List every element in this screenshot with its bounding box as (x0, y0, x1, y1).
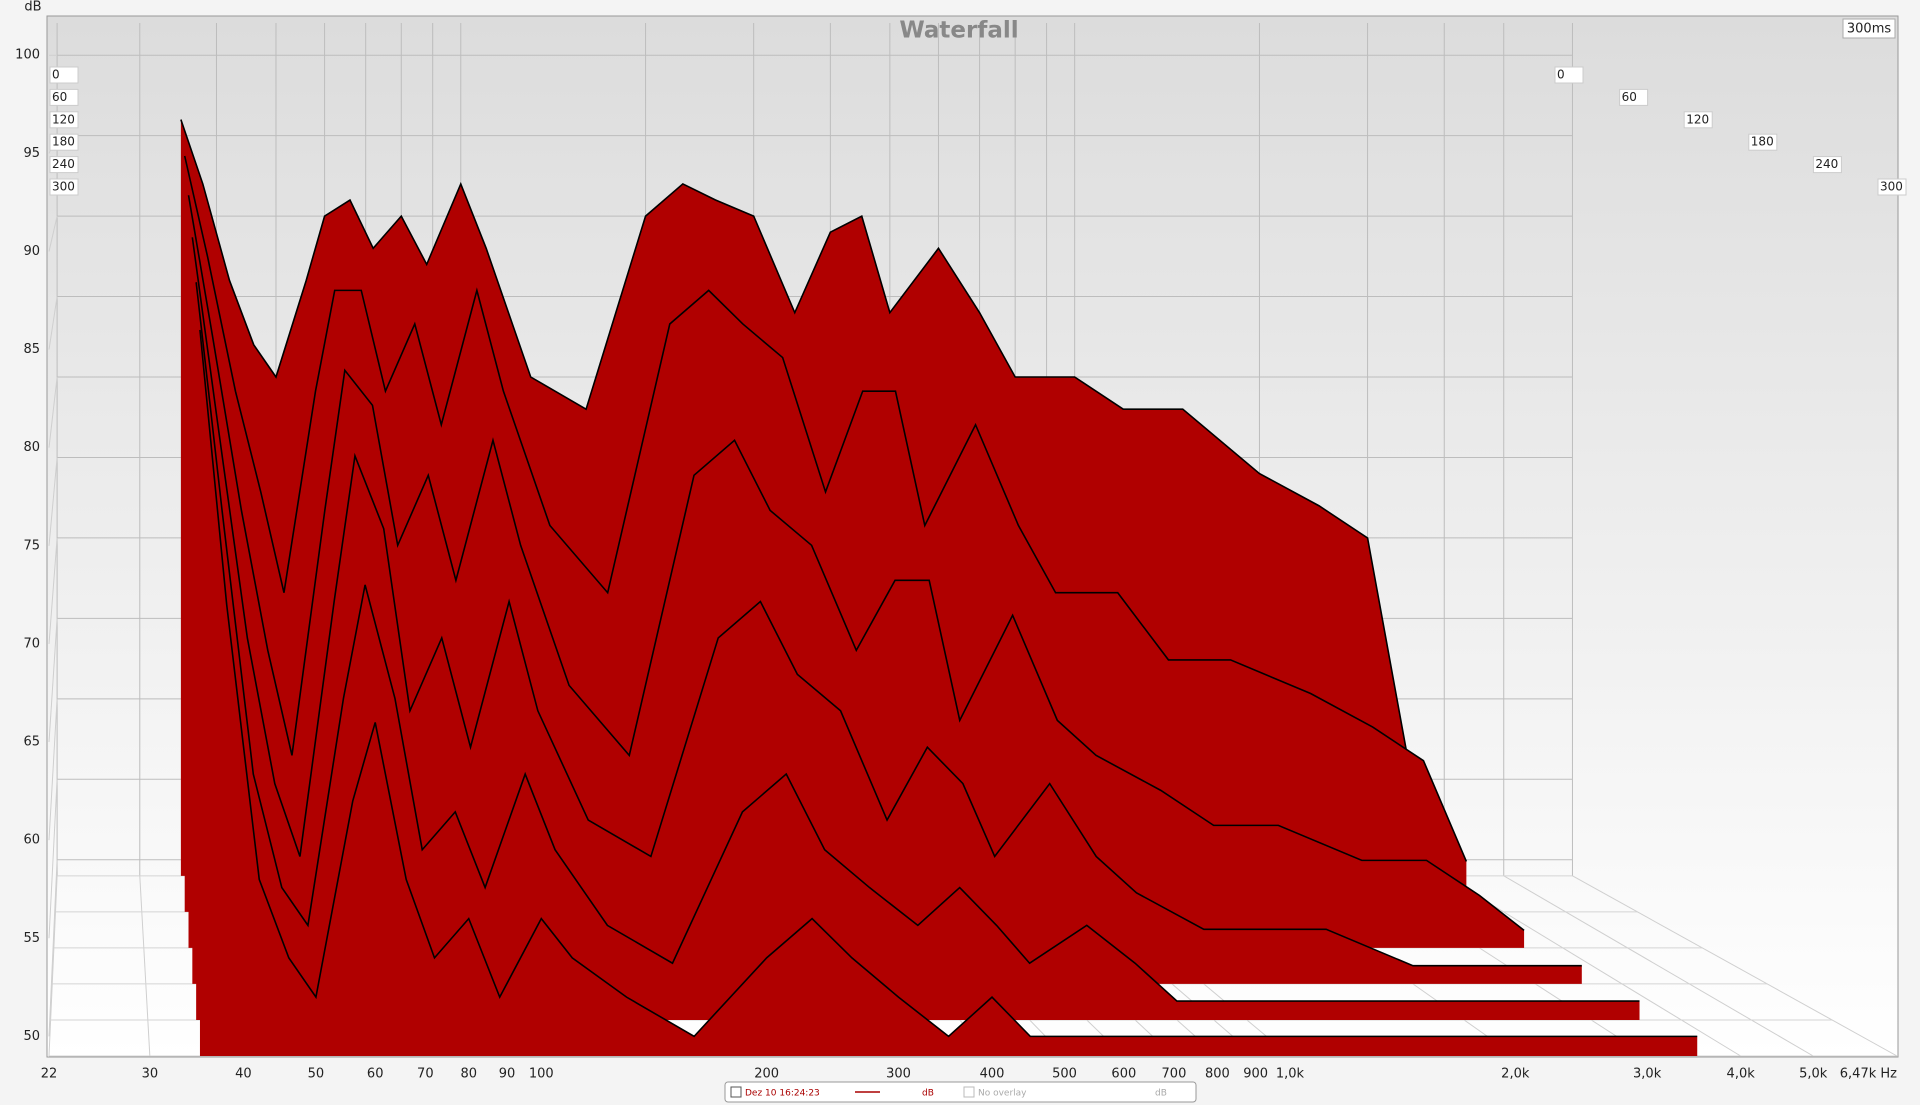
x-tick-label: 300 (886, 1067, 911, 1082)
time-tick-box (1877, 178, 1907, 196)
time-tick-label-left: 60 (52, 90, 67, 104)
slice-fill (192, 237, 1582, 984)
time-tick-box (1812, 156, 1842, 174)
slice-line (187, 195, 1525, 932)
wall-line (48, 537, 58, 644)
time-tick-label-right: 60 (1622, 90, 1637, 104)
time-tick-box (49, 111, 79, 129)
x-tick-label: 30 (142, 1067, 159, 1082)
time-tick-label-left: 300 (52, 180, 75, 194)
legend-overlay-unit: dB (1155, 1089, 1167, 1099)
time-tick-label-right: 120 (1686, 112, 1709, 126)
time-tick-box (49, 156, 79, 174)
time-tick-box (1748, 133, 1778, 151)
y-tick-label: 85 (23, 342, 40, 357)
time-tick-label-right: 0 (1557, 68, 1565, 82)
y-tick-label: 60 (23, 833, 40, 848)
time-tick-box (1554, 66, 1584, 84)
time-tick-label-left: 0 (52, 68, 60, 82)
x-tick-label: 6,47k Hz (1840, 1067, 1897, 1082)
x-tick-label: 3,0k (1633, 1067, 1662, 1082)
x-tick-label: 100 (529, 1067, 554, 1082)
x-tick-label: 700 (1162, 1067, 1187, 1082)
y-tick-label: 50 (23, 1029, 40, 1044)
wall-line (48, 296, 58, 350)
floor-line (1503, 875, 1814, 1057)
legend-checkbox[interactable] (730, 1086, 742, 1098)
x-tick-label: 2,0k (1501, 1067, 1530, 1082)
x-tick-label: 800 (1205, 1067, 1230, 1082)
y-tick-label: 90 (23, 244, 40, 259)
floor-line (1572, 875, 1898, 1057)
overlay-checkbox[interactable] (963, 1086, 975, 1098)
time-tick-label-right: 240 (1815, 157, 1838, 171)
time-tick-label-left: 240 (52, 157, 75, 171)
x-tick-label: 500 (1052, 1067, 1077, 1082)
y-axis-label: dB (24, 0, 41, 15)
time-tick-label-left: 120 (52, 112, 75, 126)
x-tick-label: 90 (499, 1067, 516, 1082)
x-tick-label: 400 (980, 1067, 1005, 1082)
wall-line (48, 698, 58, 841)
labels: 22 30 40 50 60 70 80 90 100 200 300 400 500 600 700 800… (15, 48, 1907, 1082)
slice-line (191, 237, 1582, 967)
legend-label: Dez 10 16:24:23 (745, 1089, 820, 1099)
time-tick-box (1683, 111, 1713, 129)
x-tick-label: 1,0k (1276, 1067, 1305, 1082)
x-tick-label: 22 (41, 1067, 58, 1082)
wall-line (48, 618, 58, 743)
slice-line (180, 119, 1410, 764)
x-tick-label: 900 (1243, 1067, 1268, 1082)
chart-title: Waterfall (899, 18, 1018, 44)
slice-line (199, 329, 1698, 1038)
floor-line (48, 875, 58, 1057)
time-tick-box (49, 66, 79, 84)
time-tick-box (49, 133, 79, 151)
y-tick-label: 100 (15, 48, 40, 63)
time-tick-box (49, 88, 79, 106)
time-tick-box (49, 178, 79, 196)
time-label-box (1842, 18, 1896, 39)
legend-overlay: No overlay (978, 1089, 1027, 1099)
slices (180, 119, 1698, 1056)
wall-line (48, 779, 58, 939)
wall-line (48, 376, 58, 448)
slice-line (195, 282, 1640, 1002)
time-label: 300ms (1847, 22, 1891, 37)
x-tick-label: 40 (235, 1067, 252, 1082)
slice-line (183, 155, 1468, 862)
y-tick-label: 80 (23, 440, 40, 455)
slice-fill (199, 329, 1698, 1056)
x-tick-label: 200 (754, 1067, 779, 1082)
time-tick-label-right: 300 (1880, 180, 1903, 194)
x-tick-label: 600 (1111, 1067, 1136, 1082)
legend-box (724, 1081, 1197, 1103)
wall-line (48, 215, 58, 252)
y-tick-label: 75 (23, 538, 40, 553)
x-tick-label: 5,0k (1799, 1067, 1828, 1082)
legend: Dez 10 16:24:23 dB No overlay dB (724, 1081, 1197, 1103)
y-tick-label: 70 (23, 636, 40, 651)
y-tick-label: 95 (23, 146, 40, 161)
x-tick-label: 80 (460, 1067, 477, 1082)
x-tick-label: 60 (367, 1067, 384, 1082)
legend-unit: dB (922, 1089, 934, 1099)
y-tick-label: 65 (23, 735, 40, 750)
wall-line (48, 457, 58, 546)
x-tick-label: 50 (308, 1067, 325, 1082)
time-tick-box (1619, 88, 1649, 106)
x-tick-label: 4,0k (1727, 1067, 1756, 1082)
wall-line (48, 859, 58, 1037)
x-tick-label: 70 (417, 1067, 434, 1082)
time-tick-label-left: 180 (52, 135, 75, 149)
time-tick-label-right: 180 (1751, 135, 1774, 149)
y-tick-label: 55 (23, 931, 40, 946)
floor-line (139, 875, 151, 1057)
